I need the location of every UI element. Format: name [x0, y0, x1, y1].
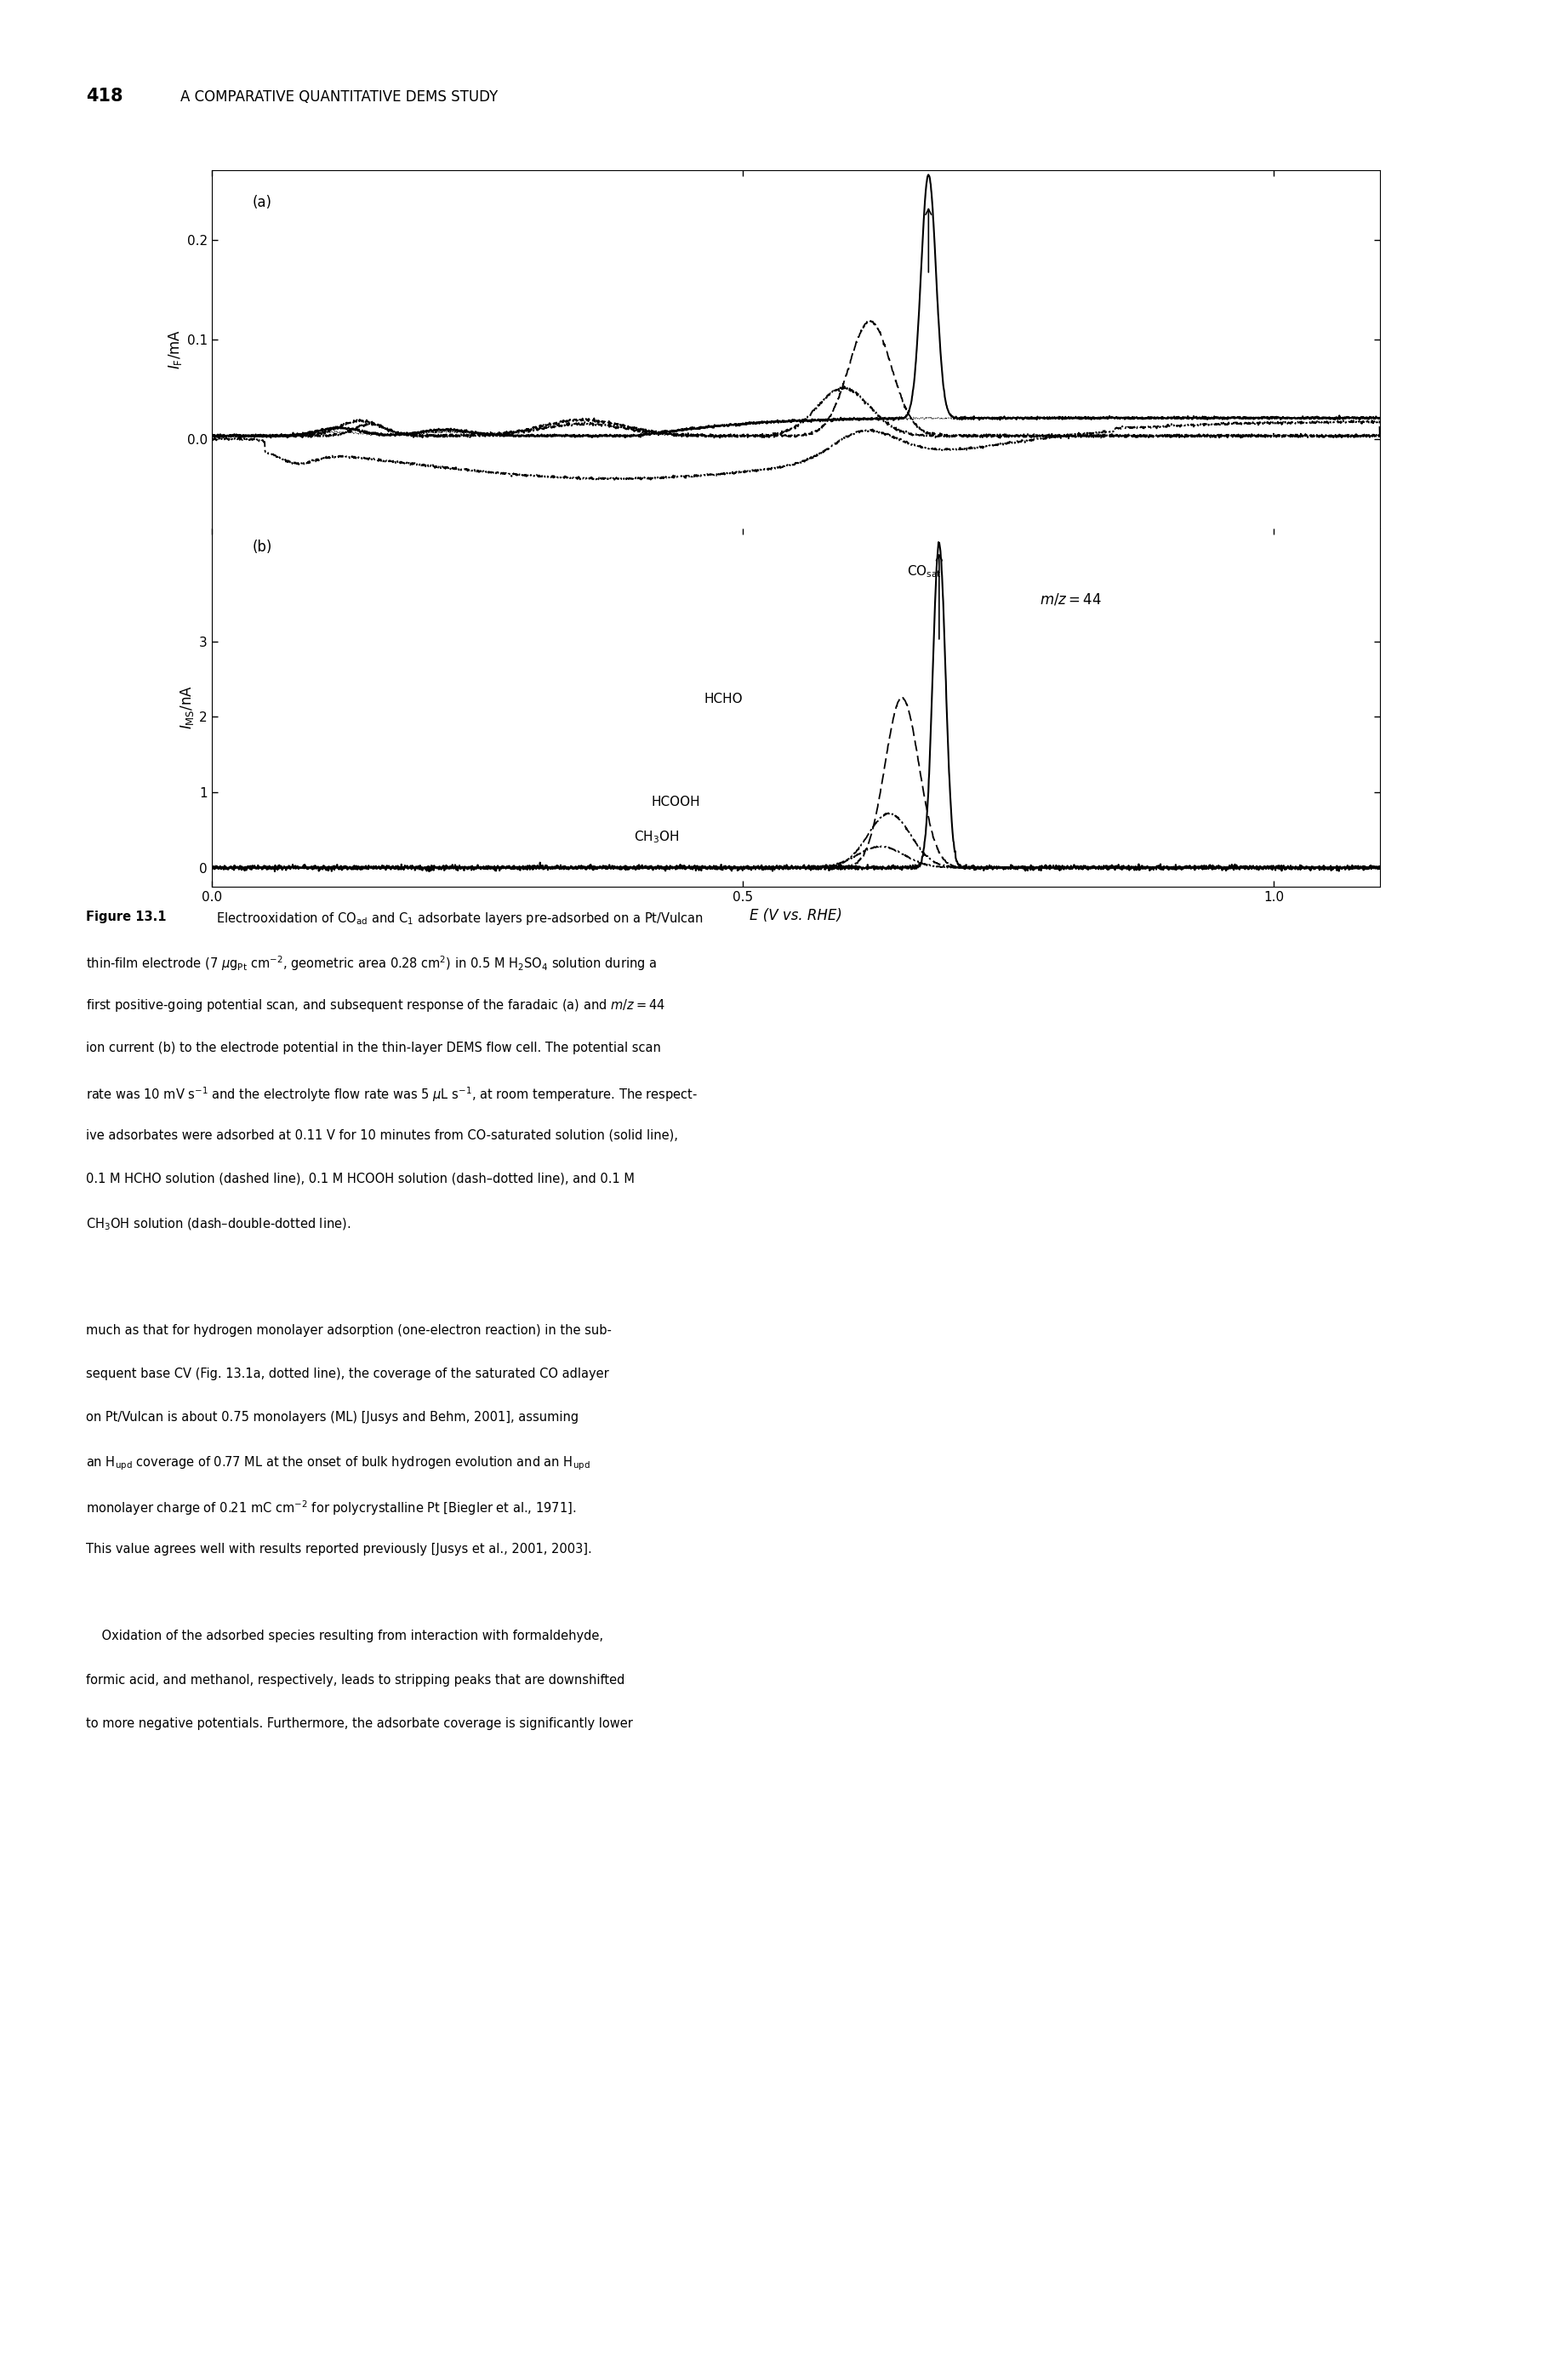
Text: 0.1 M HCHO solution (dashed line), 0.1 M HCOOH solution (dash–dotted line), and : 0.1 M HCHO solution (dashed line), 0.1 M… [86, 1173, 635, 1184]
Text: ive adsorbates were adsorbed at 0.11 V for 10 minutes from CO-saturated solution: ive adsorbates were adsorbed at 0.11 V f… [86, 1130, 679, 1142]
Text: (b): (b) [252, 539, 273, 556]
Y-axis label: $\mathit{I}_{\mathrm{F}}$/mA: $\mathit{I}_{\mathrm{F}}$/mA [166, 329, 183, 369]
Text: $m/z = 44$: $m/z = 44$ [1040, 591, 1102, 608]
X-axis label: E (V vs. RHE): E (V vs. RHE) [750, 908, 842, 924]
Text: A COMPARATIVE QUANTITATIVE DEMS STUDY: A COMPARATIVE QUANTITATIVE DEMS STUDY [180, 90, 499, 104]
Y-axis label: $\mathit{I}_{\mathrm{MS}}$/nA: $\mathit{I}_{\mathrm{MS}}$/nA [179, 686, 196, 730]
Text: This value agrees well with results reported previously [Jusys et al., 2001, 200: This value agrees well with results repo… [86, 1541, 593, 1556]
Text: Figure 13.1: Figure 13.1 [86, 910, 166, 922]
Text: thin-film electrode (7 $\mu$g$_{\rm Pt}$ cm$^{-2}$, geometric area 0.28 cm$^2$) : thin-film electrode (7 $\mu$g$_{\rm Pt}$… [86, 953, 657, 972]
Text: sequent base CV (Fig. 13.1a, dotted line), the coverage of the saturated CO adla: sequent base CV (Fig. 13.1a, dotted line… [86, 1366, 610, 1381]
Text: to more negative potentials. Furthermore, the adsorbate coverage is significantl: to more negative potentials. Furthermore… [86, 1716, 633, 1730]
Text: CH$_3$OH: CH$_3$OH [633, 830, 679, 846]
Text: CH$_3$OH solution (dash–double-dotted line).: CH$_3$OH solution (dash–double-dotted li… [86, 1215, 351, 1232]
Text: HCHO: HCHO [704, 693, 743, 707]
Text: first positive-going potential scan, and subsequent response of the faradaic (a): first positive-going potential scan, and… [86, 998, 666, 1014]
Text: much as that for hydrogen monolayer adsorption (one-electron reaction) in the su: much as that for hydrogen monolayer adso… [86, 1324, 612, 1336]
Text: CO$_{\mathrm{sat}}$: CO$_{\mathrm{sat}}$ [908, 563, 942, 579]
Text: formic acid, and methanol, respectively, leads to stripping peaks that are downs: formic acid, and methanol, respectively,… [86, 1674, 626, 1686]
Text: (a): (a) [252, 196, 273, 210]
Text: Oxidation of the adsorbed species resulting from interaction with formaldehyde,: Oxidation of the adsorbed species result… [86, 1631, 604, 1643]
Text: ion current (b) to the electrode potential in the thin-layer DEMS flow cell. The: ion current (b) to the electrode potenti… [86, 1040, 662, 1054]
Text: rate was 10 mV s$^{-1}$ and the electrolyte flow rate was 5 $\mu$L s$^{-1}$, at : rate was 10 mV s$^{-1}$ and the electrol… [86, 1085, 698, 1104]
Text: on Pt/Vulcan is about 0.75 monolayers (ML) [Jusys and Behm, 2001], assuming: on Pt/Vulcan is about 0.75 monolayers (M… [86, 1411, 579, 1423]
Text: Electrooxidation of CO$_{\rm ad}$ and C$_1$ adsorbate layers pre-adsorbed on a P: Electrooxidation of CO$_{\rm ad}$ and C$… [209, 910, 704, 927]
Text: monolayer charge of 0.21 mC cm$^{-2}$ for polycrystalline Pt [Biegler et al., 19: monolayer charge of 0.21 mC cm$^{-2}$ fo… [86, 1499, 577, 1518]
Text: HCOOH: HCOOH [651, 797, 701, 808]
Text: an H$_{\rm upd}$ coverage of 0.77 ML at the onset of bulk hydrogen evolution and: an H$_{\rm upd}$ coverage of 0.77 ML at … [86, 1454, 591, 1473]
Text: 418: 418 [86, 87, 124, 104]
